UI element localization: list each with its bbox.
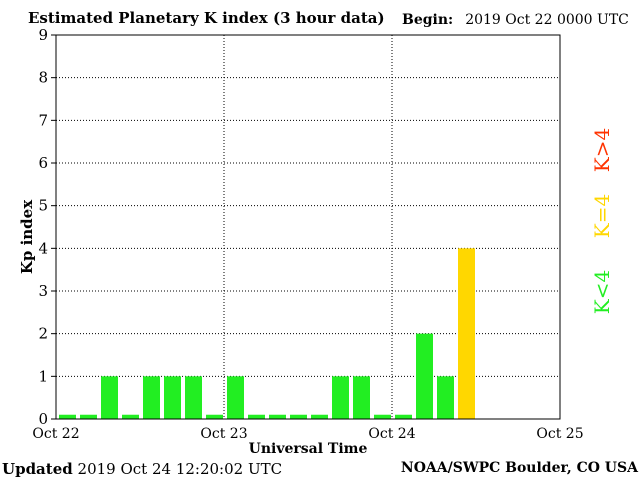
- y-tick-label: 5: [38, 197, 48, 215]
- kp-bar: [206, 414, 223, 419]
- kp-bar: [227, 376, 244, 419]
- legend-low: K<4: [590, 269, 614, 315]
- kp-bar: [164, 376, 181, 419]
- updated-label: Updated: [2, 460, 73, 478]
- kp-bar: [395, 414, 412, 419]
- y-tick-label: 6: [38, 154, 48, 172]
- plot-frame: [55, 34, 561, 420]
- kp-bar: [59, 414, 76, 419]
- kp-bar: [332, 376, 349, 419]
- kp-bar: [80, 414, 97, 419]
- legend-high: K>4: [590, 127, 614, 173]
- kp-bar: [458, 248, 475, 419]
- y-tick-label: 0: [38, 410, 48, 428]
- kp-bar: [311, 414, 328, 419]
- kp-bar: [143, 376, 160, 419]
- legend-equal: K=4: [590, 193, 614, 239]
- x-tick-label: Oct 23: [200, 426, 247, 442]
- kp-bar: [290, 414, 307, 419]
- x-axis-label: Universal Time: [249, 441, 368, 457]
- updated-timestamp: Updated 2019 Oct 24 12:20:02 UTC: [2, 460, 282, 478]
- kp-bar: [101, 376, 118, 419]
- y-tick-label: 3: [38, 282, 48, 300]
- kp-bar: [185, 376, 202, 419]
- y-tick-label: 8: [38, 69, 48, 87]
- kp-bar: [353, 376, 370, 419]
- kp-bar: [248, 414, 265, 419]
- y-tick-label: 7: [38, 111, 48, 129]
- x-tick-label: Oct 24: [368, 426, 415, 442]
- updated-value: 2019 Oct 24 12:20:02 UTC: [77, 460, 283, 478]
- begin-value: 2019 Oct 22 0000 UTC: [465, 12, 629, 28]
- y-tick-label: 4: [38, 239, 48, 257]
- y-tick-label: 2: [38, 325, 48, 343]
- kp-bar: [437, 376, 454, 419]
- begin-time: Begin: 2019 Oct 22 0000 UTC: [402, 12, 629, 28]
- y-tick-label: 9: [38, 26, 48, 44]
- kp-bar: [416, 333, 433, 419]
- kp-bar: [374, 414, 391, 419]
- source-credit: NOAA/SWPC Boulder, CO USA: [400, 460, 638, 476]
- y-tick-label: 1: [38, 367, 48, 385]
- kp-bar: [122, 414, 139, 419]
- chart-title: Estimated Planetary K index (3 hour data…: [28, 9, 385, 27]
- begin-label: Begin:: [402, 12, 454, 28]
- x-tick-label: Oct 22: [32, 426, 79, 442]
- kp-bar: [269, 414, 286, 419]
- x-tick-label: Oct 25: [536, 426, 583, 442]
